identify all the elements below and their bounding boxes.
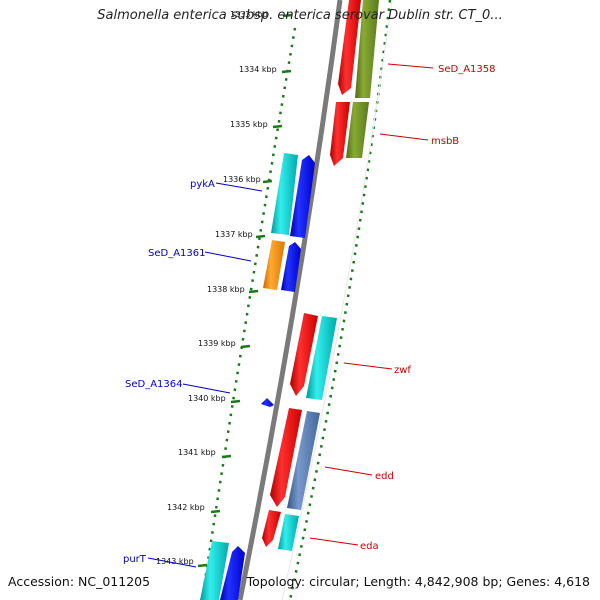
gene-arrow[interactable] [330,102,350,166]
gene-arrow[interactable] [278,514,299,551]
gene-arrow[interactable] [220,546,245,600]
tick-label: 1340 kbp [188,394,226,403]
outer-ring-edge [281,0,393,600]
gene-label-zwf[interactable]: zwf [394,365,411,376]
gene-arrow[interactable] [281,242,301,292]
gene-arrow[interactable] [290,155,315,238]
tick-mark [255,234,266,239]
tick-mark [221,454,232,459]
forward-genes [262,0,379,551]
gene-arrow[interactable] [287,411,320,510]
tick-label: 1339 kbp [198,339,236,348]
tick-label: 1341 kbp [178,448,216,457]
gene-labels: SeD_A1358 msbB zwf edd eda pykA SeD_A136… [123,64,496,565]
gene-arrow[interactable] [338,0,361,95]
gene-arrow[interactable] [290,313,318,396]
outer-feature-track [288,0,392,600]
label-leaders [147,63,434,568]
gene-arrow[interactable] [270,408,302,507]
tick-mark [248,289,259,294]
tick-mark [240,344,251,349]
tick-label: 1333 kbp [230,10,268,19]
tick-mark [282,13,293,18]
gene-arrow[interactable] [271,153,298,235]
gene-label-sed-a1361[interactable]: SeD_A1361 [148,248,206,259]
scale-ticks [197,13,293,568]
gene-label-edd[interactable]: edd [375,471,394,482]
gene-arrow[interactable] [261,398,274,407]
tick-label: 1343 kbp [156,557,194,566]
scale-labels: 1333 kbp 1334 kbp 1335 kbp 1336 kbp 1337… [156,10,277,566]
gene-label-eda[interactable]: eda [360,541,379,552]
tick-label: 1336 kbp [223,175,261,184]
tick-mark [272,124,283,129]
map-title: Salmonella enterica subsp. enterica sero… [97,8,503,23]
tick-mark [197,563,208,568]
inner-feature-track [200,27,297,600]
tick-mark [262,179,273,184]
tick-mark [230,399,241,404]
tick-mark [210,509,221,514]
gene-label-sed-a1364[interactable]: SeD_A1364 [125,379,183,390]
tick-label: 1342 kbp [167,503,205,512]
gene-label-purt[interactable]: purT [123,554,147,565]
gene-arrow[interactable] [355,0,379,98]
genome-summary-text: Topology: circular; Length: 4,842,908 bp… [246,574,590,589]
accession-text: Accession: NC_011205 [8,574,151,589]
tick-mark [281,69,292,74]
tick-label: 1337 kbp [215,230,253,239]
tick-label: 1338 kbp [207,285,245,294]
tick-label: 1334 kbp [239,65,277,74]
gene-arrow[interactable] [262,510,281,547]
gene-label-pyka[interactable]: pykA [190,179,215,190]
genome-backbone [237,0,343,600]
gene-arrow[interactable] [200,541,229,600]
reverse-genes [200,153,315,600]
gene-arrow[interactable] [306,316,337,400]
tick-label: 1335 kbp [230,120,268,129]
gene-arrow[interactable] [346,102,369,158]
gene-label-sed-a1358[interactable]: SeD_A1358 [438,64,496,75]
gene-label-msbb[interactable]: msbB [431,136,459,147]
gene-arrow[interactable] [263,240,285,290]
